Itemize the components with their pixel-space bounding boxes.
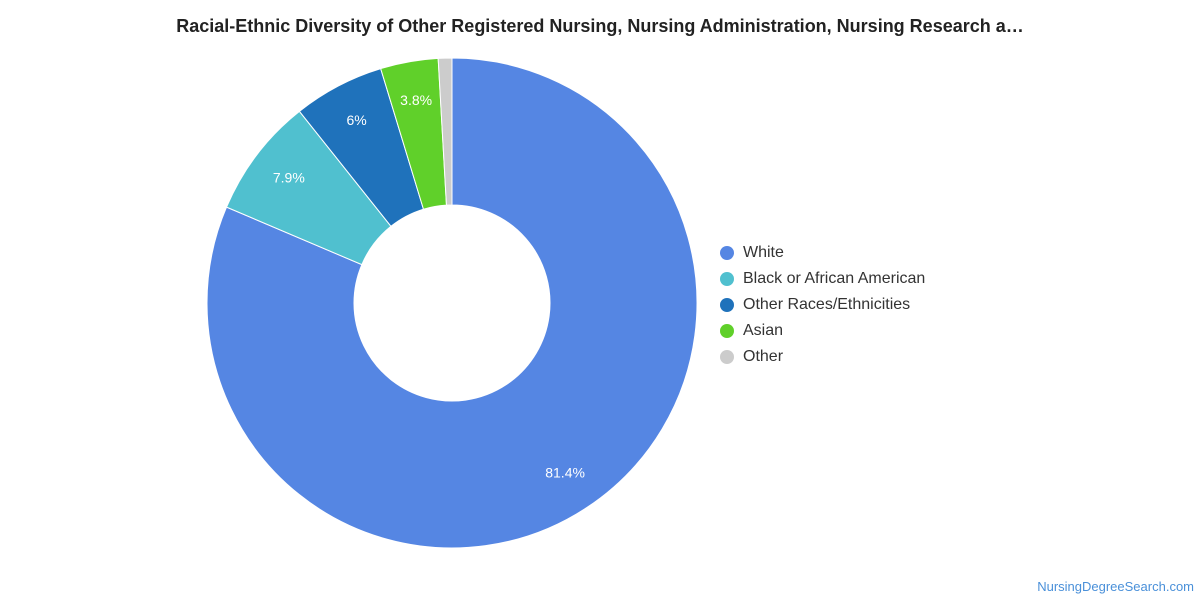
legend-swatch-icon <box>720 272 734 286</box>
legend-swatch-icon <box>720 324 734 338</box>
legend-item[interactable]: White <box>720 240 925 266</box>
legend-item[interactable]: Other <box>720 344 925 370</box>
legend-label: White <box>743 244 784 261</box>
legend-item[interactable]: Black or African American <box>720 266 925 292</box>
chart-legend: White Black or African American Other Race… <box>720 240 925 370</box>
legend-label: Black or African American <box>743 270 926 287</box>
slice-other <box>437 57 453 206</box>
legend-swatch-icon <box>720 298 734 312</box>
legend-item[interactable]: Asian <box>720 318 925 344</box>
legend-label: Other Races/Ethnicities <box>743 296 911 313</box>
legend-label: Asian <box>743 322 784 339</box>
data-label-asian: 3.8% <box>400 92 432 108</box>
legend-item[interactable]: Other Races/Ethnicities <box>720 292 925 318</box>
slice-white <box>206 57 698 549</box>
legend-swatch-icon <box>720 350 734 364</box>
data-label-other-races-ethnicities: 6% <box>347 112 367 128</box>
chart-title: Racial-Ethnic Diversity of Other Registe… <box>176 16 1024 36</box>
legend-label: Other <box>743 348 784 365</box>
legend-swatch-icon <box>720 246 734 260</box>
data-label-white: 81.4% <box>545 465 585 481</box>
source-credit-link[interactable]: NursingDegreeSearch.com <box>1037 579 1194 594</box>
data-label-black-or-african-american: 7.9% <box>273 170 305 186</box>
